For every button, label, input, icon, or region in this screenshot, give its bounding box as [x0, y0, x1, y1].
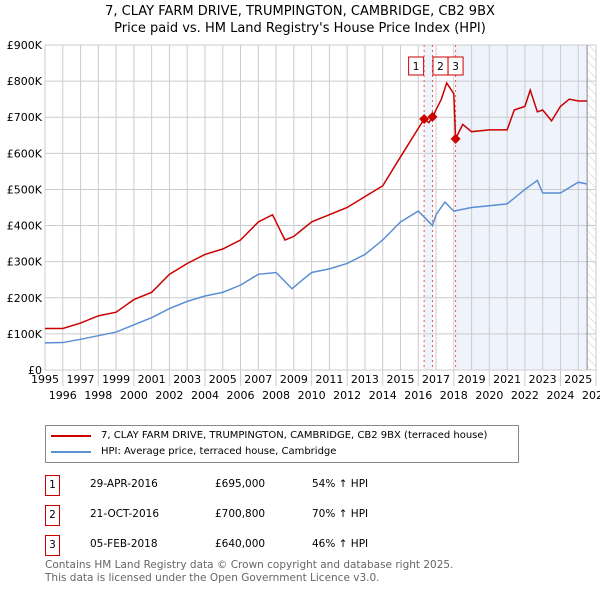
sale-hpi-diff: 46% ↑ HPI	[312, 538, 369, 550]
x-tick-label: 2005	[209, 373, 237, 386]
sale-point	[427, 111, 438, 122]
x-tick-label: 2021	[493, 373, 521, 386]
sale-point	[450, 133, 461, 144]
sale-label-box	[408, 56, 425, 76]
sale-point	[419, 114, 430, 125]
x-tick-label: 1997	[67, 373, 95, 386]
legend-swatch-red	[51, 435, 91, 437]
y-tick-label: £0	[28, 364, 42, 377]
subtitle-line: Price paid vs. HM Land Registry's House …	[114, 21, 486, 36]
x-tick-label: 2014	[369, 389, 397, 402]
title-line: 7, CLAY FARM DRIVE, TRUMPINGTON, CAMBRID…	[105, 4, 495, 19]
x-tick-label: 1998	[84, 389, 112, 402]
footer-line: This data is licensed under the Open Gov…	[45, 572, 380, 584]
sale-price: £640,000	[215, 538, 266, 550]
x-tick-label: 2023	[529, 373, 557, 386]
x-tick-label: 2011	[315, 373, 343, 386]
x-tick-label: 2002	[155, 389, 183, 402]
x-tick-label: 2020	[475, 389, 503, 402]
legend-swatch-blue	[51, 451, 91, 453]
legend-label-property: 7, CLAY FARM DRIVE, TRUMPINGTON, CAMBRID…	[101, 430, 488, 441]
sale-hpi-diff: 70% ↑ HPI	[312, 508, 369, 520]
sale-number: 2	[45, 505, 60, 526]
x-tick-label: 2012	[333, 389, 361, 402]
y-tick-label: £200K	[7, 292, 43, 305]
x-tick-label: 2013	[351, 373, 379, 386]
sale-label: 1	[413, 61, 420, 73]
hpi-line	[44, 179, 588, 344]
x-tick-label: 2009	[280, 373, 308, 386]
x-tick-label: 2015	[386, 373, 414, 386]
price-chart: £0 £100K £200K £300K £400K £500K £600K £700K £80…	[7, 39, 600, 402]
footer-line: Contains HM Land Registry data © Crown c…	[45, 559, 454, 571]
x-tick-label: 2007	[244, 373, 272, 386]
x-tick-label: 2003	[173, 373, 201, 386]
x-tick-label: 2026	[582, 389, 600, 402]
x-tick-label: 1996	[49, 389, 77, 402]
x-tick-label: 1995	[31, 373, 59, 386]
x-tick-label: 2000	[120, 389, 148, 402]
x-tick-label: 2008	[262, 389, 290, 402]
sale-label: 2	[437, 61, 444, 73]
x-tick-label: 2006	[227, 389, 255, 402]
x-tick-label: 2022	[511, 389, 539, 402]
x-tick-label: 2024	[546, 389, 574, 402]
x-tick-label: 1999	[102, 373, 130, 386]
y-tick-label: £600K	[7, 147, 43, 160]
x-tick-label: 2017	[422, 373, 450, 386]
chart-title: 7, CLAY FARM DRIVE, TRUMPINGTON, CAMBRID…	[0, 3, 600, 37]
sale-date: 05-FEB-2018	[90, 538, 158, 550]
legend-label-hpi: HPI: Average price, terraced house, Camb…	[101, 446, 337, 457]
x-tick-label: 2019	[458, 373, 486, 386]
sale-number: 3	[45, 535, 60, 556]
legend: 7, CLAY FARM DRIVE, TRUMPINGTON, CAMBRID…	[45, 425, 519, 463]
x-tick-label: 2010	[298, 389, 326, 402]
y-tick-label: £800K	[7, 75, 43, 88]
sale-hpi-diff: 54% ↑ HPI	[312, 478, 369, 490]
price-line	[45, 81, 588, 330]
y-tick-label: £100K	[7, 328, 43, 341]
x-tick-label: 2016	[404, 389, 432, 402]
sale-number: 1	[45, 475, 60, 496]
x-tick-label: 2018	[440, 389, 468, 402]
x-tick-label: 2025	[564, 373, 592, 386]
footer: Contains HM Land Registry data © Crown c…	[45, 559, 453, 585]
x-tick-label: 2004	[191, 389, 219, 402]
y-tick-label: £700K	[7, 111, 43, 124]
y-tick-label: £500K	[7, 183, 43, 196]
sale-date: 29-APR-2016	[90, 478, 158, 490]
sale-price: £695,000	[215, 478, 266, 490]
shaded-band	[424, 45, 433, 370]
sale-price: £700,800	[215, 508, 266, 520]
sale-label: 3	[452, 61, 459, 73]
sale-date: 21-OCT-2016	[90, 508, 159, 520]
x-tick-label: 2001	[138, 373, 166, 386]
plot-frame	[44, 44, 597, 371]
forecast-hatch	[587, 45, 596, 370]
y-tick-label: £400K	[7, 220, 43, 233]
y-tick-label: £900K	[7, 39, 43, 52]
sale-label-box	[447, 56, 464, 76]
y-tick-label: £300K	[7, 256, 43, 269]
